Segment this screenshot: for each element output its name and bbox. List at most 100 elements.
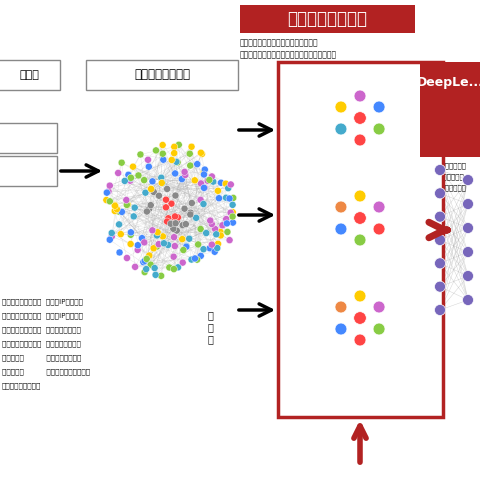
Circle shape [373,123,385,135]
Circle shape [141,177,148,184]
Circle shape [170,234,178,240]
Circle shape [167,220,174,227]
Circle shape [198,150,205,157]
Circle shape [158,174,165,181]
Circle shape [172,170,179,177]
Circle shape [117,230,124,238]
Circle shape [147,202,154,209]
Circle shape [134,246,141,253]
Circle shape [170,225,177,232]
Circle shape [194,161,201,168]
Circle shape [183,242,190,250]
Text: （周辺情報の収集や感染拡大時の特徴を学習）: （周辺情報の収集や感染拡大時の特徴を学習） [240,50,337,59]
Circle shape [226,195,233,202]
Circle shape [111,202,119,208]
Text: テンソル表現: テンソル表現 [341,246,379,256]
Circle shape [105,188,112,195]
Circle shape [373,223,385,235]
Circle shape [229,213,236,220]
Circle shape [149,178,156,185]
Text: 端末ログ：          起動アプリケーション: 端末ログ： 起動アプリケーション [2,368,90,374]
Circle shape [354,234,366,246]
Circle shape [152,271,159,278]
Circle shape [434,165,445,176]
Circle shape [200,201,207,207]
Circle shape [113,205,120,213]
Circle shape [154,243,160,250]
Circle shape [168,156,175,163]
Circle shape [175,141,182,148]
Circle shape [227,209,234,216]
Circle shape [186,150,193,157]
Circle shape [159,233,167,240]
Circle shape [159,180,166,187]
Circle shape [127,231,134,238]
Circle shape [141,239,148,246]
Circle shape [179,176,185,182]
Text: ・: ・ [207,310,213,320]
Circle shape [137,151,144,158]
Circle shape [108,229,115,237]
Circle shape [187,209,194,216]
Circle shape [124,201,131,208]
Circle shape [108,233,115,240]
Circle shape [187,211,194,218]
Circle shape [206,245,213,252]
Circle shape [144,208,150,215]
Circle shape [130,213,137,220]
Circle shape [434,188,445,199]
Circle shape [463,271,473,281]
Circle shape [201,184,207,192]
Circle shape [123,196,130,204]
FancyBboxPatch shape [86,60,238,90]
Circle shape [127,229,134,236]
Circle shape [335,201,347,213]
Circle shape [463,295,473,305]
Circle shape [144,156,152,163]
Text: ・: ・ [207,334,213,344]
Circle shape [125,171,132,178]
Circle shape [182,221,189,228]
Circle shape [354,334,366,346]
Circle shape [210,178,217,185]
Circle shape [224,228,231,235]
Circle shape [217,232,224,239]
Circle shape [153,147,159,154]
Circle shape [197,226,204,232]
Circle shape [173,217,180,225]
Circle shape [208,220,215,228]
Circle shape [219,222,226,229]
Circle shape [354,290,366,302]
Circle shape [214,244,221,252]
Circle shape [192,255,198,262]
Circle shape [229,209,236,216]
Circle shape [155,240,162,248]
Circle shape [434,304,445,315]
Text: ネットワークログ：  送信元ポート番号: ネットワークログ： 送信元ポート番号 [2,326,81,333]
Circle shape [191,177,198,184]
Circle shape [171,213,179,220]
Circle shape [164,185,170,192]
Circle shape [354,90,366,102]
FancyBboxPatch shape [278,62,443,417]
Circle shape [162,204,169,211]
Circle shape [154,232,160,239]
Circle shape [172,220,179,227]
Circle shape [111,207,118,215]
Circle shape [228,181,234,188]
Circle shape [463,223,473,233]
Circle shape [166,264,173,271]
Circle shape [208,173,216,180]
Circle shape [187,162,194,169]
Circle shape [174,214,181,221]
Circle shape [121,178,128,184]
Circle shape [225,185,232,192]
Circle shape [106,182,113,189]
Circle shape [163,196,169,203]
Circle shape [335,101,347,113]
Text: ネットワークログ：  送信元IPアドレス: ネットワークログ： 送信元IPアドレス [2,298,83,305]
Circle shape [183,243,190,250]
Circle shape [373,301,385,313]
Circle shape [159,142,166,148]
Circle shape [354,134,366,146]
